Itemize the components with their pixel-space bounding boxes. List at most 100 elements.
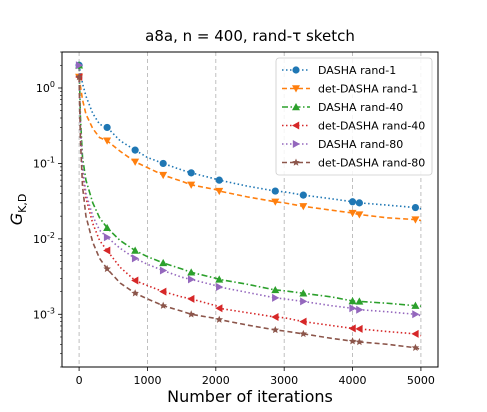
data-point-dasha-rand-40 bbox=[355, 297, 364, 305]
legend-label: det-DASHA rand-1 bbox=[318, 83, 418, 96]
data-point-det-dasha-rand-40 bbox=[103, 246, 111, 255]
data-point-dasha-rand-1 bbox=[299, 191, 307, 199]
data-point-det-dasha-rand-1 bbox=[411, 216, 420, 224]
y-axis-label: GK,D bbox=[7, 194, 29, 226]
x-tick-label: 0 bbox=[76, 374, 83, 387]
data-point-det-dasha-rand-80 bbox=[187, 310, 196, 318]
data-point-det-dasha-rand-80 bbox=[355, 337, 364, 346]
data-point-det-dasha-rand-40 bbox=[271, 313, 279, 322]
legend-marker bbox=[292, 140, 300, 148]
data-point-dasha-rand-1 bbox=[159, 159, 167, 168]
axis-ticks: 0 1000 2000 3000 4000 5000 100 10-1 10-2 10-3 bbox=[33, 51, 435, 387]
data-point-det-dasha-rand-40 bbox=[215, 304, 223, 313]
data-point-dasha-rand-40 bbox=[103, 223, 112, 232]
legend-item-dasha-rand-1: DASHA rand-1 bbox=[282, 64, 396, 77]
x-tick-label: 1000 bbox=[133, 374, 161, 387]
data-point-det-dasha-rand-80 bbox=[348, 337, 357, 345]
data-point-dasha-rand-1 bbox=[271, 187, 279, 195]
data-point-det-dasha-rand-80 bbox=[411, 343, 420, 351]
data-point-dasha-rand-1 bbox=[131, 146, 139, 154]
data-point-det-dasha-rand-1 bbox=[355, 211, 364, 219]
y-tick-label: 10-3 bbox=[33, 306, 55, 321]
data-point-dasha-rand-40 bbox=[131, 246, 140, 254]
legend-item-det-dasha-rand-40: det-DASHA rand-40 bbox=[282, 120, 425, 133]
data-point-dasha-rand-80 bbox=[159, 266, 168, 275]
y-tick-label: 10-2 bbox=[33, 231, 55, 246]
data-point-det-dasha-rand-40 bbox=[187, 294, 195, 303]
data-point-dasha-rand-80 bbox=[356, 305, 364, 314]
data-point-dasha-rand-40 bbox=[271, 285, 280, 294]
legend-label: det-DASHA rand-40 bbox=[318, 120, 425, 133]
x-tick-label: 5000 bbox=[407, 374, 435, 387]
data-point-dasha-rand-80 bbox=[300, 297, 308, 306]
x-axis-label: Number of iterations bbox=[167, 387, 333, 406]
legend-marker bbox=[292, 103, 300, 111]
data-point-det-dasha-rand-1 bbox=[159, 171, 168, 180]
plot-frame bbox=[61, 51, 439, 368]
data-point-det-dasha-rand-80 bbox=[103, 264, 111, 273]
x-tick-label: 2000 bbox=[202, 374, 230, 387]
legend-item-dasha-rand-40: DASHA rand-40 bbox=[282, 101, 403, 114]
data-point-dasha-rand-80 bbox=[75, 61, 84, 70]
data-point-det-dasha-rand-1 bbox=[131, 158, 140, 166]
y-tick-label: 100 bbox=[36, 80, 55, 95]
legend-marker bbox=[292, 121, 300, 130]
data-point-dasha-rand-40 bbox=[411, 301, 420, 309]
data-point-det-dasha-rand-80 bbox=[131, 289, 139, 297]
data-point-dasha-rand-1 bbox=[215, 176, 223, 184]
data-point-dasha-rand-1 bbox=[348, 198, 357, 206]
data-point-det-dasha-rand-1 bbox=[299, 203, 308, 211]
legend-item-det-dasha-rand-1: det-DASHA rand-1 bbox=[282, 83, 418, 96]
data-point-det-dasha-rand-1 bbox=[348, 209, 357, 218]
legend: DASHA rand-1 det-DASHA rand-1 DASHA rand-4… bbox=[275, 57, 433, 176]
data-point-det-dasha-rand-80 bbox=[159, 301, 167, 309]
data-point-det-dasha-rand-40 bbox=[159, 287, 167, 296]
data-point-det-dasha-rand-40 bbox=[131, 276, 139, 285]
data-point-dasha-rand-80 bbox=[272, 293, 280, 302]
data-point-dasha-rand-80 bbox=[412, 310, 420, 319]
data-point-det-dasha-rand-80 bbox=[271, 325, 280, 334]
data-point-det-dasha-rand-80 bbox=[299, 329, 308, 338]
data-point-det-dasha-rand-1 bbox=[271, 198, 280, 206]
series-det-dasha-rand-1 bbox=[75, 73, 422, 224]
legend-label: DASHA rand-1 bbox=[318, 64, 396, 77]
legend-item-det-dasha-rand-80: det-DASHA rand-80 bbox=[282, 157, 425, 170]
x-tick-label: 4000 bbox=[339, 374, 367, 387]
legend-label: DASHA rand-40 bbox=[318, 101, 403, 114]
data-point-dasha-rand-1 bbox=[103, 123, 111, 132]
series-layer bbox=[75, 61, 422, 351]
data-point-dasha-rand-1 bbox=[355, 199, 363, 207]
data-point-det-dasha-rand-1 bbox=[187, 181, 196, 189]
legend-item-dasha-rand-80: DASHA rand-80 bbox=[282, 138, 403, 151]
data-point-dasha-rand-80 bbox=[216, 282, 224, 291]
data-point-det-dasha-rand-80 bbox=[215, 315, 224, 323]
data-point-det-dasha-rand-1 bbox=[103, 137, 112, 145]
data-point-det-dasha-rand-1 bbox=[215, 187, 224, 196]
data-point-dasha-rand-1 bbox=[187, 169, 195, 177]
data-point-dasha-rand-80 bbox=[131, 254, 140, 263]
data-point-det-dasha-rand-80 bbox=[75, 72, 83, 81]
legend-marker bbox=[292, 66, 300, 74]
data-point-dasha-rand-80 bbox=[103, 233, 112, 242]
series-dasha-rand-80 bbox=[75, 61, 422, 319]
data-point-dasha-rand-80 bbox=[349, 304, 357, 313]
data-point-dasha-rand-40 bbox=[348, 296, 357, 305]
legend-label: DASHA rand-80 bbox=[318, 138, 403, 151]
data-point-det-dasha-rand-40 bbox=[411, 329, 419, 338]
legend-marker bbox=[292, 85, 300, 93]
series-det-dasha-rand-80 bbox=[75, 72, 422, 351]
x-tick-label: 3000 bbox=[270, 374, 298, 387]
data-point-dasha-rand-40 bbox=[215, 275, 224, 283]
legend-marker bbox=[292, 158, 300, 166]
data-point-det-dasha-rand-40 bbox=[348, 324, 356, 333]
data-point-dasha-rand-80 bbox=[188, 275, 196, 284]
data-point-dasha-rand-1 bbox=[411, 203, 420, 212]
data-point-det-dasha-rand-40 bbox=[299, 317, 307, 326]
legend-box bbox=[275, 57, 433, 176]
data-point-dasha-rand-40 bbox=[159, 258, 168, 267]
legend-label: det-DASHA rand-80 bbox=[318, 157, 425, 170]
data-point-det-dasha-rand-40 bbox=[355, 324, 363, 333]
data-point-dasha-rand-40 bbox=[299, 289, 308, 297]
chart-title: a8a, n = 400, rand-τ sketch bbox=[145, 27, 355, 45]
